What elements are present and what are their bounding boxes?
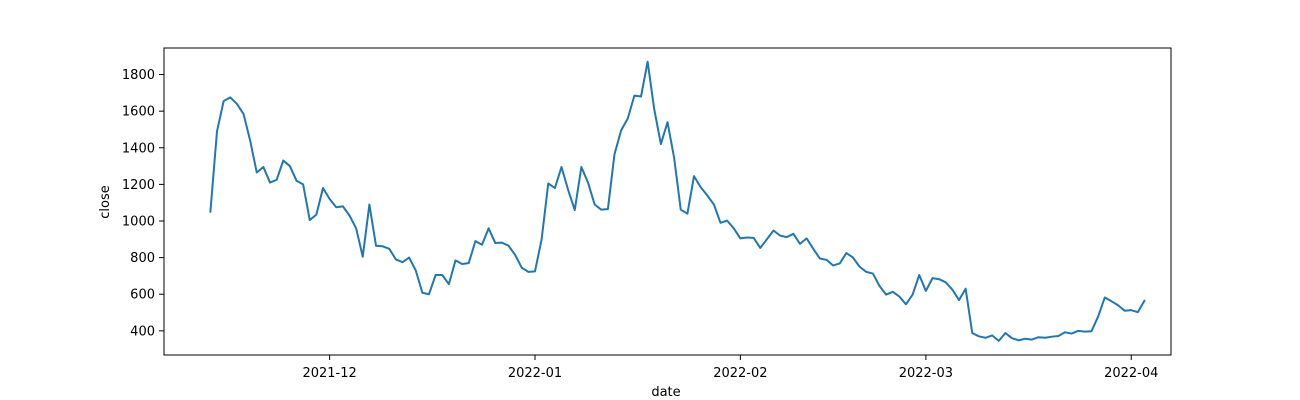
y-tick-label: 400	[130, 324, 155, 339]
y-axis-title: close	[98, 185, 113, 218]
x-tick-label: 2022-02	[713, 366, 767, 381]
y-tick-label: 600	[130, 288, 155, 303]
x-tick-label: 2021-12	[302, 366, 356, 381]
y-tick-label: 1200	[122, 178, 155, 193]
x-tick-label: 2022-01	[508, 366, 562, 381]
y-tick-label: 800	[130, 251, 155, 266]
x-axis: 2021-12 2022-01 2022-02 2022-03 2022-04	[302, 355, 1158, 381]
x-axis-title: date	[651, 385, 680, 400]
y-tick-label: 1000	[122, 214, 155, 229]
y-axis: 400 600 800 1000 1200 1400 1600 1800	[122, 68, 164, 339]
y-tick-label: 1600	[122, 105, 155, 120]
y-tick-label: 1400	[122, 141, 155, 156]
series-close-line	[209, 60, 1146, 342]
y-tick-label: 1800	[122, 68, 155, 83]
x-tick-label: 2022-04	[1104, 366, 1158, 381]
x-tick-label: 2022-03	[899, 366, 953, 381]
plot-frame	[163, 47, 1172, 356]
plot-area	[209, 60, 1146, 342]
